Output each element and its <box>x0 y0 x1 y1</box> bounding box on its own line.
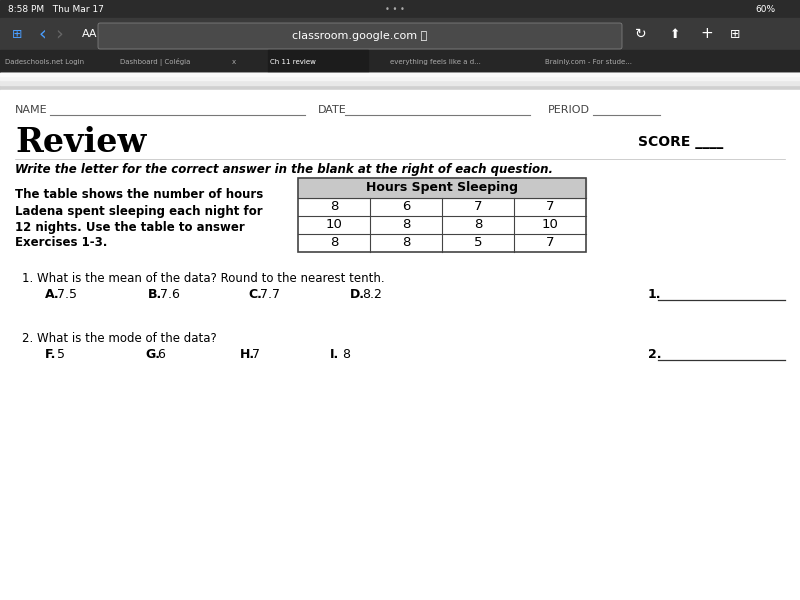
Text: 7: 7 <box>546 236 554 250</box>
Text: C.: C. <box>248 287 262 301</box>
Text: Ladena spent sleeping each night for: Ladena spent sleeping each night for <box>15 205 262 217</box>
Text: everything feels like a d...: everything feels like a d... <box>390 59 481 65</box>
Text: Brainly.com - For stude...: Brainly.com - For stude... <box>545 59 632 65</box>
Text: 8: 8 <box>402 218 410 232</box>
Text: 5: 5 <box>474 236 482 250</box>
Text: ⬆: ⬆ <box>670 28 681 40</box>
Bar <box>0 73 800 80</box>
Text: 5: 5 <box>57 347 65 361</box>
Bar <box>0 73 800 85</box>
Text: 2.: 2. <box>648 347 662 361</box>
Text: G.: G. <box>145 347 160 361</box>
Text: D.: D. <box>350 287 365 301</box>
Text: H.: H. <box>240 347 255 361</box>
Bar <box>298 178 586 198</box>
Text: 10: 10 <box>542 218 558 232</box>
Text: 8: 8 <box>330 236 338 250</box>
Text: +: + <box>700 26 713 41</box>
Text: 7.6: 7.6 <box>160 287 180 301</box>
Bar <box>0 50 800 73</box>
Bar <box>0 90 800 600</box>
Text: • • •: • • • <box>385 4 405 13</box>
Text: 12 nights. Use the table to answer: 12 nights. Use the table to answer <box>15 220 245 233</box>
Text: B.: B. <box>148 287 162 301</box>
FancyBboxPatch shape <box>98 23 622 49</box>
Text: 6: 6 <box>402 200 410 214</box>
Text: 60%: 60% <box>755 4 775 13</box>
Text: 7.5: 7.5 <box>57 287 77 301</box>
Text: 8: 8 <box>342 347 350 361</box>
Text: 7: 7 <box>546 200 554 214</box>
Bar <box>0 73 800 90</box>
Text: Ch 11 review: Ch 11 review <box>270 59 316 65</box>
Text: PERIOD: PERIOD <box>548 105 590 115</box>
Text: classroom.google.com 🔒: classroom.google.com 🔒 <box>292 31 428 41</box>
Text: 2. What is the mode of the data?: 2. What is the mode of the data? <box>22 331 217 344</box>
Text: AA: AA <box>82 29 98 39</box>
Text: F.: F. <box>45 347 56 361</box>
Text: DATE: DATE <box>318 105 346 115</box>
Bar <box>0 18 800 50</box>
Text: Dashboard | Colégia: Dashboard | Colégia <box>120 58 190 66</box>
Text: SCORE ____: SCORE ____ <box>638 135 723 149</box>
Text: ⊞: ⊞ <box>12 28 22 40</box>
Text: 8.2: 8.2 <box>362 287 382 301</box>
Text: ↻: ↻ <box>635 27 646 41</box>
Text: x: x <box>232 59 236 65</box>
Text: ‹: ‹ <box>38 25 46 43</box>
Text: Write the letter for the correct answer in the blank at the right of each questi: Write the letter for the correct answer … <box>15 163 553 176</box>
Text: 1.: 1. <box>648 287 662 301</box>
Text: Review: Review <box>15 125 146 158</box>
Text: ›: › <box>55 25 62 43</box>
Bar <box>0 0 800 18</box>
Text: 6: 6 <box>157 347 165 361</box>
Text: 1. What is the mean of the data? Round to the nearest tenth.: 1. What is the mean of the data? Round t… <box>22 271 385 284</box>
Text: NAME: NAME <box>15 105 48 115</box>
Bar <box>0 73 800 76</box>
Text: ⊞: ⊞ <box>730 28 741 40</box>
Text: The table shows the number of hours: The table shows the number of hours <box>15 188 263 202</box>
Text: 8: 8 <box>402 236 410 250</box>
Bar <box>298 178 586 252</box>
Text: I.: I. <box>330 347 339 361</box>
Text: 7.7: 7.7 <box>260 287 280 301</box>
Text: 8:58 PM   Thu Mar 17: 8:58 PM Thu Mar 17 <box>8 4 104 13</box>
Text: A.: A. <box>45 287 60 301</box>
Text: 7: 7 <box>474 200 482 214</box>
Text: 8: 8 <box>474 218 482 232</box>
Bar <box>268 50 368 73</box>
Text: 10: 10 <box>326 218 342 232</box>
Text: 7: 7 <box>252 347 260 361</box>
Text: 8: 8 <box>330 200 338 214</box>
Text: Hours Spent Sleeping: Hours Spent Sleeping <box>366 181 518 194</box>
Text: Dadeschools.net Login: Dadeschools.net Login <box>5 59 84 65</box>
Text: Exercises 1-3.: Exercises 1-3. <box>15 236 107 250</box>
